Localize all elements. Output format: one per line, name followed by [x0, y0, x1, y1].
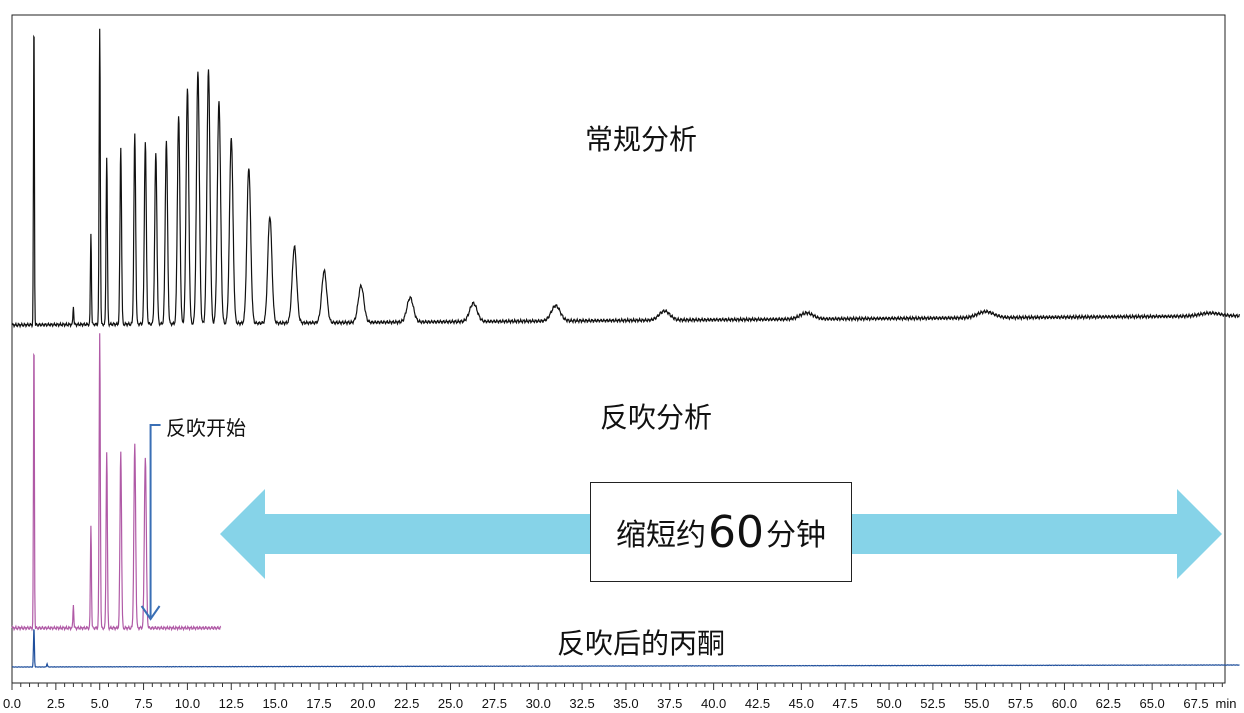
x-tick-label: 50.0: [876, 696, 901, 711]
time-saving-number: 60: [708, 506, 764, 558]
normal-analysis-label: 常规分析: [585, 123, 698, 156]
backflush-start-arrowhead: [140, 605, 161, 621]
x-tick-label: 5.0: [91, 696, 109, 711]
x-tick-label: 30.0: [526, 696, 551, 711]
x-tick-label: 52.5: [920, 696, 945, 711]
time-saving-prefix: 缩短约: [616, 518, 706, 553]
x-tick-label: 17.5: [306, 696, 331, 711]
x-tick-label: 32.5: [569, 696, 594, 711]
x-axis-unit-label: min: [1216, 696, 1237, 711]
x-tick-label: 27.5: [482, 696, 507, 711]
x-tick-label: 65.0: [1139, 696, 1164, 711]
x-tick-label: 55.0: [964, 696, 989, 711]
x-tick-label: 57.5: [1008, 696, 1033, 711]
x-tick-label: 25.0: [438, 696, 463, 711]
x-tick-label: 2.5: [47, 696, 65, 711]
x-tick-label: 60.0: [1052, 696, 1077, 711]
backflush-start-marker-line: [149, 424, 161, 617]
x-tick-label: 40.0: [701, 696, 726, 711]
x-tick-label: 12.5: [219, 696, 244, 711]
trace-acetone: [11, 629, 1240, 668]
x-tick-label: 0.0: [3, 696, 21, 711]
x-tick-label: 62.5: [1096, 696, 1121, 711]
x-tick-label: 45.0: [789, 696, 814, 711]
time-saving-suffix: 分钟: [766, 518, 826, 553]
x-tick-label: 22.5: [394, 696, 419, 711]
plot-frame: [11, 14, 1226, 684]
time-saving-box: 缩短约 60 分钟: [590, 482, 852, 582]
x-tick-label: 10.0: [175, 696, 200, 711]
trace-normal: [11, 28, 1241, 329]
x-tick-label: 42.5: [745, 696, 770, 711]
acetone-after-backflush-label: 反吹后的丙酮: [557, 627, 726, 660]
x-tick-label: 47.5: [833, 696, 858, 711]
x-tick-label: 35.0: [613, 696, 638, 711]
backflush-analysis-label: 反吹分析: [600, 401, 713, 434]
x-tick-label: 15.0: [262, 696, 287, 711]
x-tick-label: 20.0: [350, 696, 375, 711]
x-tick-label: 7.5: [135, 696, 153, 711]
trace-backflush: [11, 333, 222, 632]
x-tick-label: 67.5: [1183, 696, 1208, 711]
x-tick-label: 37.5: [657, 696, 682, 711]
backflush-start-label: 反吹开始: [166, 416, 246, 440]
